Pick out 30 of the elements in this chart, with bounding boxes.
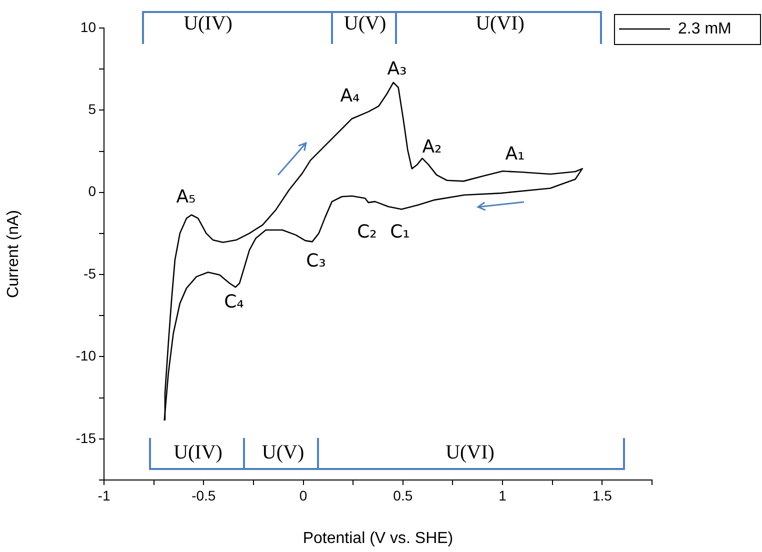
x-tick-label: 0.5 — [393, 487, 413, 504]
legend-label: 2.3 mM — [678, 20, 732, 38]
y-tick-label: 5 — [88, 101, 96, 118]
annotation: U(V) — [344, 12, 386, 34]
y-tick-label: 10 — [80, 18, 96, 35]
annotation: C₄ — [224, 292, 244, 313]
x-tick-label: 1 — [498, 487, 507, 504]
annotation: C₃ — [306, 250, 326, 272]
x-tick-label: 1.5 — [592, 487, 612, 504]
annotation: C₂ — [357, 222, 377, 243]
annotation: U(VI) — [446, 441, 494, 464]
annotation: A₃ — [387, 58, 407, 80]
x-tick-label: 0 — [299, 487, 308, 504]
annotation: A₄ — [340, 86, 360, 107]
y-tick-label: -5 — [84, 265, 96, 282]
annotation: A₂ — [422, 136, 442, 158]
annotation: U(VI) — [476, 12, 524, 34]
annotation: U(IV) — [184, 12, 232, 34]
annotation: C₁ — [390, 222, 410, 243]
y-tick-label: -10 — [76, 348, 96, 364]
x-axis-title: Potential (V vs. SHE) — [302, 530, 454, 547]
annotation: U(V) — [262, 441, 304, 464]
annotation: U(IV) — [174, 441, 222, 464]
annotation: A₁ — [505, 144, 525, 165]
annotation: A₅ — [176, 186, 196, 208]
y-axis-title: Current (nA) — [5, 210, 22, 298]
y-tick-label: -15 — [76, 430, 96, 446]
y-tick-label: 0 — [88, 183, 96, 200]
x-tick-label: -0.5 — [192, 487, 216, 504]
x-tick-label: -1 — [98, 487, 110, 504]
